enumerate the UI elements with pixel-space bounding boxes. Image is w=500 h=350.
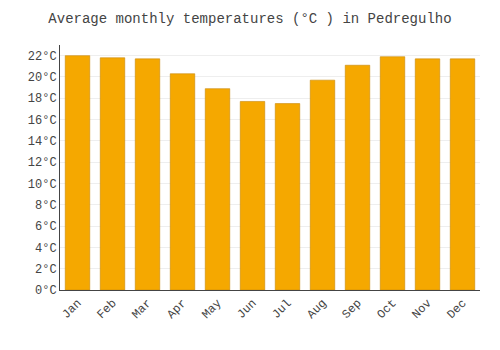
- svg-text:Dec: Dec: [444, 297, 469, 322]
- svg-text:18°C: 18°C: [28, 92, 57, 106]
- svg-text:Sep: Sep: [339, 297, 364, 322]
- svg-text:14°C: 14°C: [28, 135, 57, 149]
- svg-text:20°C: 20°C: [28, 71, 57, 85]
- svg-text:10°C: 10°C: [28, 178, 57, 192]
- svg-text:May: May: [199, 297, 224, 322]
- svg-text:Aug: Aug: [304, 297, 329, 322]
- svg-text:12°C: 12°C: [28, 156, 57, 170]
- svg-text:Jun: Jun: [234, 297, 259, 322]
- svg-text:2°C: 2°C: [35, 263, 57, 277]
- svg-text:Jul: Jul: [269, 297, 294, 322]
- svg-text:Jan: Jan: [59, 297, 84, 322]
- svg-text:Mar: Mar: [129, 297, 154, 322]
- svg-text:0°C: 0°C: [35, 284, 57, 298]
- svg-text:16°C: 16°C: [28, 114, 57, 128]
- svg-text:Nov: Nov: [409, 297, 434, 322]
- svg-text:Oct: Oct: [374, 297, 399, 322]
- svg-text:Apr: Apr: [164, 297, 189, 322]
- svg-text:6°C: 6°C: [35, 220, 57, 234]
- svg-text:8°C: 8°C: [35, 199, 57, 213]
- svg-text:Average monthly temperatures (: Average monthly temperatures (°C ) in Pe…: [48, 11, 451, 27]
- svg-text:4°C: 4°C: [35, 242, 57, 256]
- svg-text:Feb: Feb: [94, 297, 119, 322]
- svg-text:22°C: 22°C: [28, 50, 57, 64]
